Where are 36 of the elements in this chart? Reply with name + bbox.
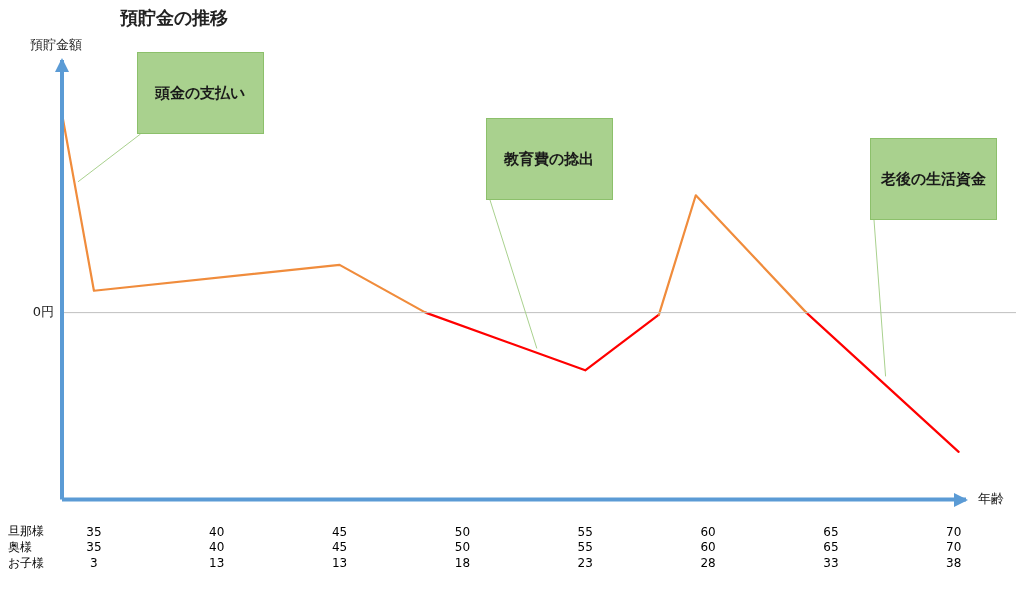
callout-box: 老後の生活資金 <box>869 137 997 220</box>
text: 18 <box>454 555 471 570</box>
text: 35 <box>86 539 102 554</box>
text: 60 <box>700 539 716 554</box>
x-tick-label: 45 <box>331 524 348 539</box>
text: お子様 <box>8 555 44 570</box>
text: 13 <box>209 555 225 570</box>
text: 28 <box>700 555 716 570</box>
text: 70 <box>946 539 962 554</box>
text: 55 <box>577 539 593 554</box>
text: 50 <box>454 539 471 554</box>
x-tick-label: 70 <box>946 524 962 539</box>
chart-title: 預貯金の推移 <box>119 6 228 28</box>
text: 13 <box>331 555 348 570</box>
text: 23 <box>577 555 593 570</box>
x-tick-label: 55 <box>577 524 593 539</box>
x-tick-label: 35 <box>86 524 102 539</box>
text: 40 <box>209 539 225 554</box>
text: 38 <box>946 555 962 570</box>
callout-box: 教育費の捻出 <box>485 117 613 200</box>
text: 33 <box>823 555 839 570</box>
x-axis-title: 年齢 <box>978 490 1004 506</box>
annotation: 老後の生活資金 <box>880 168 986 190</box>
text: 65 <box>823 539 839 554</box>
text: 奥様 <box>8 539 32 554</box>
text: 旦那様 <box>8 523 44 538</box>
text: 3 <box>90 555 98 570</box>
x-tick-label: 60 <box>700 524 716 539</box>
x-tick-label: 40 <box>209 524 225 539</box>
x-tick-label: 65 <box>823 524 839 539</box>
annotation: 教育費の捻出 <box>504 148 595 170</box>
y-axis-title: 預貯金額 <box>30 36 82 52</box>
callout-box: 頭金の支払い <box>136 51 264 134</box>
x-tick-label: 50 <box>454 524 471 539</box>
ref-line-label: 0円 <box>32 304 54 319</box>
text: 45 <box>331 539 348 554</box>
